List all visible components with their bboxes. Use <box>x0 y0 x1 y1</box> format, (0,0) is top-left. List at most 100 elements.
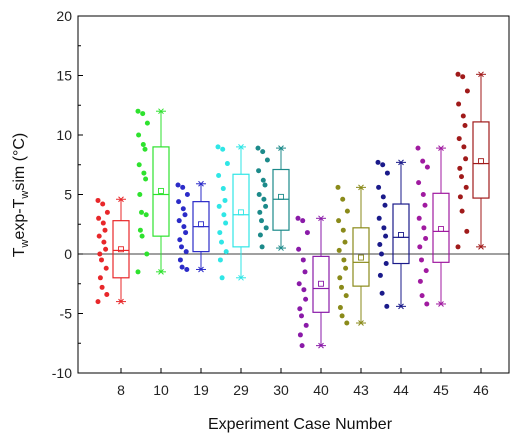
points-40 <box>295 215 310 349</box>
data-point <box>219 275 225 281</box>
data-point <box>95 197 101 203</box>
data-point <box>143 212 149 218</box>
y-tick-label: -5 <box>60 306 73 322</box>
data-point <box>140 142 146 148</box>
mean-marker <box>158 187 164 194</box>
extreme-marker <box>198 180 204 187</box>
extreme-marker <box>478 71 484 78</box>
data-point <box>340 227 346 233</box>
data-point <box>383 233 389 239</box>
data-point <box>103 265 109 271</box>
data-point <box>457 194 463 200</box>
data-point <box>183 249 189 255</box>
mean-marker <box>278 193 284 200</box>
data-point <box>103 246 109 252</box>
data-point <box>95 299 101 305</box>
data-point <box>223 249 229 255</box>
data-point <box>461 144 467 150</box>
extreme-marker <box>358 184 364 191</box>
extreme-marker <box>278 145 284 151</box>
data-point <box>104 291 110 297</box>
data-point <box>182 212 188 218</box>
data-point <box>257 232 263 238</box>
data-point <box>179 264 185 270</box>
labels-layer: Experiment Case Number Twexp-Twsim (°C) <box>11 133 393 433</box>
data-point <box>382 202 388 208</box>
data-point <box>260 149 266 155</box>
data-point <box>463 156 469 162</box>
data-point <box>137 227 143 233</box>
data-point <box>336 218 342 224</box>
y-axis-title-part: T <box>11 247 28 257</box>
data-point <box>416 180 422 186</box>
data-point <box>456 136 462 142</box>
x-tick-label: 19 <box>193 382 209 398</box>
y-axis-title-subscript: w <box>19 239 31 248</box>
data-point <box>224 161 230 167</box>
data-point <box>139 233 145 239</box>
data-point <box>460 74 466 80</box>
mean-marker <box>358 254 364 261</box>
data-point <box>339 284 344 290</box>
data-point <box>456 101 462 107</box>
data-point <box>384 303 390 309</box>
extreme-marker <box>438 145 444 151</box>
points-8 <box>95 197 110 305</box>
data-point <box>220 186 226 192</box>
box-8 <box>112 196 130 305</box>
data-point <box>257 209 263 215</box>
data-point <box>342 239 348 245</box>
data-point <box>384 170 390 176</box>
data-point <box>99 284 105 290</box>
mean-marker <box>238 209 244 216</box>
data-point <box>303 296 309 302</box>
data-point <box>462 122 468 128</box>
data-point <box>337 275 343 281</box>
data-point <box>135 108 141 114</box>
data-point <box>184 192 190 197</box>
data-point <box>180 184 186 190</box>
box-19 <box>192 180 210 273</box>
data-point <box>176 199 182 205</box>
data-point <box>256 168 262 174</box>
data-point <box>96 215 102 221</box>
x-tick-label: 40 <box>313 382 329 398</box>
extreme-marker <box>278 245 284 251</box>
data-point <box>102 227 108 233</box>
data-point <box>460 113 466 119</box>
data-point <box>296 246 302 252</box>
box-44 <box>392 159 410 310</box>
points-30 <box>255 145 270 250</box>
data-point <box>177 257 183 263</box>
data-point <box>341 257 347 263</box>
data-point <box>379 251 384 257</box>
data-point <box>180 206 186 212</box>
data-point <box>344 320 350 326</box>
box-46 <box>472 71 490 250</box>
points-43 <box>335 184 350 326</box>
data-point <box>219 239 224 245</box>
data-point <box>104 209 110 215</box>
extreme-marker <box>358 320 364 326</box>
y-tick-label: 20 <box>56 8 72 24</box>
extreme-marker <box>398 303 404 310</box>
x-tick-label: 45 <box>433 382 449 398</box>
data-point <box>97 251 103 257</box>
data-point <box>216 172 222 178</box>
extreme-marker <box>238 274 244 281</box>
data-point <box>421 225 427 231</box>
data-point <box>376 184 382 190</box>
data-point <box>184 266 190 272</box>
extreme-marker <box>158 268 164 275</box>
mean-marker <box>398 232 404 238</box>
data-point <box>296 281 302 287</box>
data-point <box>297 306 303 312</box>
data-point <box>375 159 381 165</box>
data-point <box>344 208 350 214</box>
data-point <box>343 265 349 271</box>
data-point <box>459 208 465 214</box>
data-point <box>263 225 269 231</box>
mean-marker <box>478 158 484 165</box>
data-point <box>100 201 106 207</box>
extreme-marker <box>398 159 404 166</box>
